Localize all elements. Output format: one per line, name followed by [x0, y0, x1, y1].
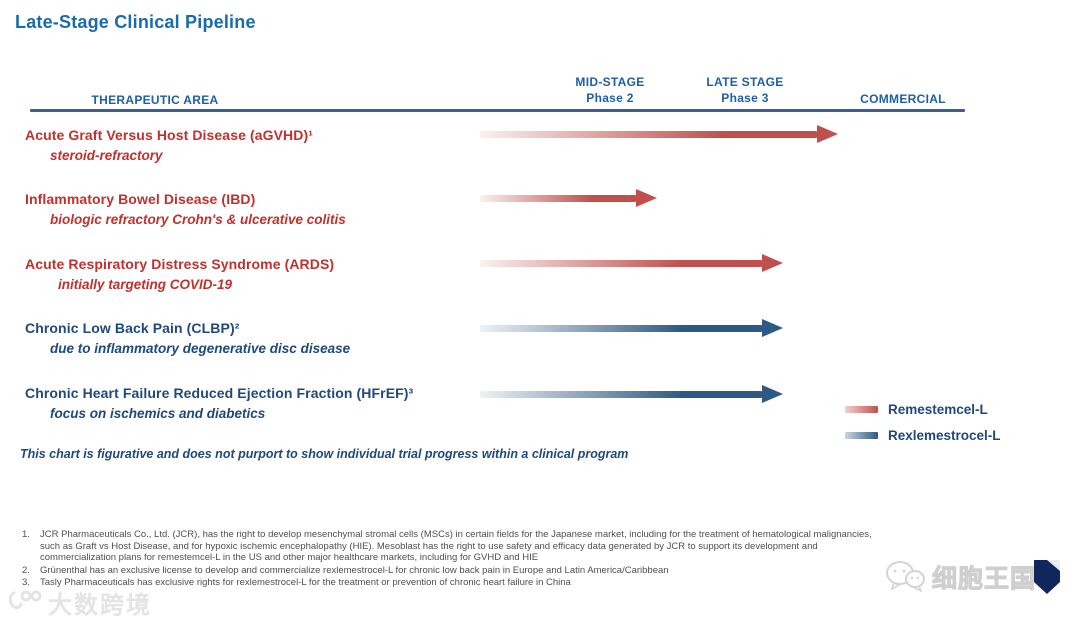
footnote-number: 1.	[22, 529, 30, 540]
page-title: Late-Stage Clinical Pipeline	[15, 12, 256, 32]
row-subtitle-agvhd: steroid-refractory	[50, 148, 163, 163]
row-title-agvhd: Acute Graft Versus Host Disease (aGVHD)¹	[25, 127, 313, 143]
arrow-bar	[480, 130, 817, 138]
footnote-3: 3. Tasly Pharmaceuticals has exclusive r…	[22, 577, 894, 589]
row-title-ibd: Inflammatory Bowel Disease (IBD)	[25, 191, 256, 207]
legend-swatch-red	[845, 406, 878, 413]
watermark-bottom-right: 细胞王国	[884, 558, 1062, 596]
pipeline-arrow-clbp	[480, 319, 783, 337]
watermark-text: 大数跨境	[48, 592, 152, 619]
footnote-text: JCR Pharmaceuticals Co., Ltd. (JCR), has…	[40, 529, 872, 563]
footnote-number: 3.	[22, 577, 30, 588]
column-header-label: COMMERCIAL	[860, 92, 946, 106]
shield-logo-icon	[1034, 560, 1061, 594]
row-subtitle-clbp: due to inflammatory degenerative disc di…	[50, 341, 351, 356]
arrow-head-icon	[817, 125, 838, 143]
column-header-line2: Phase 2	[586, 91, 634, 105]
row-subtitle-hfref: focus on ischemics and diabetics	[50, 406, 266, 421]
row-title-hfref: Chronic Heart Failure Reduced Ejection F…	[25, 385, 414, 401]
legend-label: Rexlemestrocel-L	[888, 428, 1001, 443]
column-header-line1: MID-STAGE	[575, 75, 645, 89]
legend-item-rexlemestrocel: Rexlemestrocel-L	[845, 428, 1001, 443]
column-header-label: THERAPEUTIC AREA	[91, 93, 219, 107]
wechat-icon	[886, 561, 925, 593]
footnote-text: Grünenthal has an exclusive license to d…	[40, 564, 669, 576]
legend-label: Remestemcel-L	[888, 402, 988, 417]
pipeline-arrow-ards	[480, 254, 783, 272]
100-logo-icon	[8, 590, 42, 609]
pipeline-arrow-agvhd	[480, 125, 838, 143]
figurative-note: This chart is figurative and does not pu…	[20, 447, 629, 461]
arrow-bar	[480, 390, 762, 398]
watermark-bottom-left: 大数跨境	[6, 585, 152, 620]
footnotes: 1. JCR Pharmaceuticals Co., Ltd. (JCR), …	[22, 529, 894, 590]
arrow-bar	[480, 194, 636, 202]
column-header-line2: Phase 3	[721, 91, 769, 105]
row-subtitle-ards: initially targeting COVID-19	[58, 277, 233, 292]
arrow-head-icon	[636, 189, 657, 207]
arrow-head-icon	[762, 254, 783, 272]
footnote-1: 1. JCR Pharmaceuticals Co., Ltd. (JCR), …	[22, 529, 894, 564]
arrow-bar	[480, 259, 762, 267]
column-header-late-stage: LATE STAGE Phase 3	[680, 74, 810, 106]
pipeline-arrow-ibd	[480, 189, 657, 207]
legend-swatch-blue	[845, 432, 878, 439]
column-header-commercial: COMMERCIAL	[838, 91, 968, 107]
header-divider	[30, 109, 965, 112]
watermark-text: 细胞王国	[931, 565, 1037, 594]
row-subtitle-ibd: biologic refractory Crohn's & ulcerative…	[50, 212, 346, 227]
footnote-2: 2. Grünenthal has an exclusive license t…	[22, 565, 894, 577]
column-header-line1: LATE STAGE	[706, 75, 784, 89]
arrow-head-icon	[762, 319, 783, 337]
pipeline-arrow-hfref	[480, 385, 783, 403]
arrow-head-icon	[762, 385, 783, 403]
footnote-text: Tasly Pharmaceuticals has exclusive righ…	[40, 577, 571, 588]
footnote-number: 2.	[22, 564, 30, 576]
row-title-ards: Acute Respiratory Distress Syndrome (ARD…	[25, 256, 335, 272]
legend-item-remestemcel: Remestemcel-L	[845, 402, 988, 417]
arrow-bar	[480, 324, 762, 332]
column-header-mid-stage: MID-STAGE Phase 2	[545, 74, 675, 106]
row-title-clbp: Chronic Low Back Pain (CLBP)²	[25, 320, 240, 336]
column-header-therapeutic-area: THERAPEUTIC AREA	[30, 92, 280, 108]
